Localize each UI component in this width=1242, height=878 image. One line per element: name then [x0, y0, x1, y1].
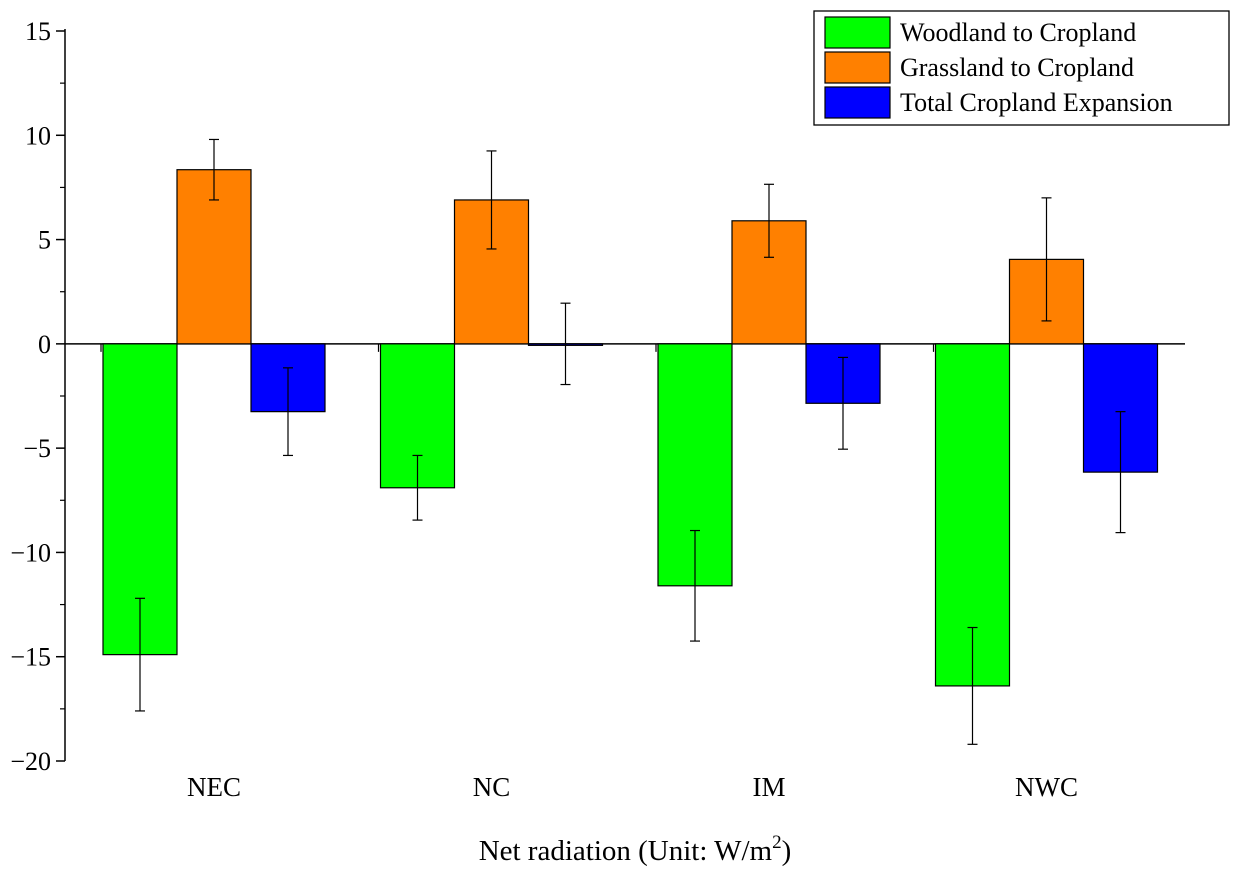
x-category-label: NEC [187, 772, 241, 802]
y-tick-label: −5 [23, 434, 51, 463]
legend-label: Grassland to Cropland [900, 53, 1134, 82]
legend-label: Total Cropland Expansion [900, 88, 1173, 117]
axes [64, 29, 1185, 761]
error-bars [135, 138, 1126, 745]
legend-label: Woodland to Cropland [900, 18, 1136, 47]
y-tick-label: 0 [38, 330, 51, 359]
y-tick-label: 10 [25, 121, 51, 150]
x-axis-title: Net radiation (Unit: W/m2) [479, 832, 792, 867]
x-category-label: NWC [1015, 772, 1078, 802]
legend: Woodland to Cropland Grassland to Croplan… [813, 10, 1230, 126]
y-tick-label: −10 [10, 538, 51, 567]
y-ticks: 15 10 5 0 −5 −10 −15 −20 [10, 17, 65, 776]
legend-swatch [824, 16, 891, 49]
legend-swatch [824, 86, 891, 119]
y-tick-label: 15 [25, 17, 51, 46]
y-tick-label: −15 [10, 643, 51, 672]
x-categories: NEC NC IM NWC [187, 772, 1078, 802]
x-category-label: IM [753, 772, 786, 802]
x-category-label: NC [473, 772, 511, 802]
bars [102, 169, 1159, 687]
legend-swatch [824, 51, 891, 84]
y-tick-label: 5 [38, 226, 51, 255]
y-tick-label: −20 [10, 747, 51, 776]
